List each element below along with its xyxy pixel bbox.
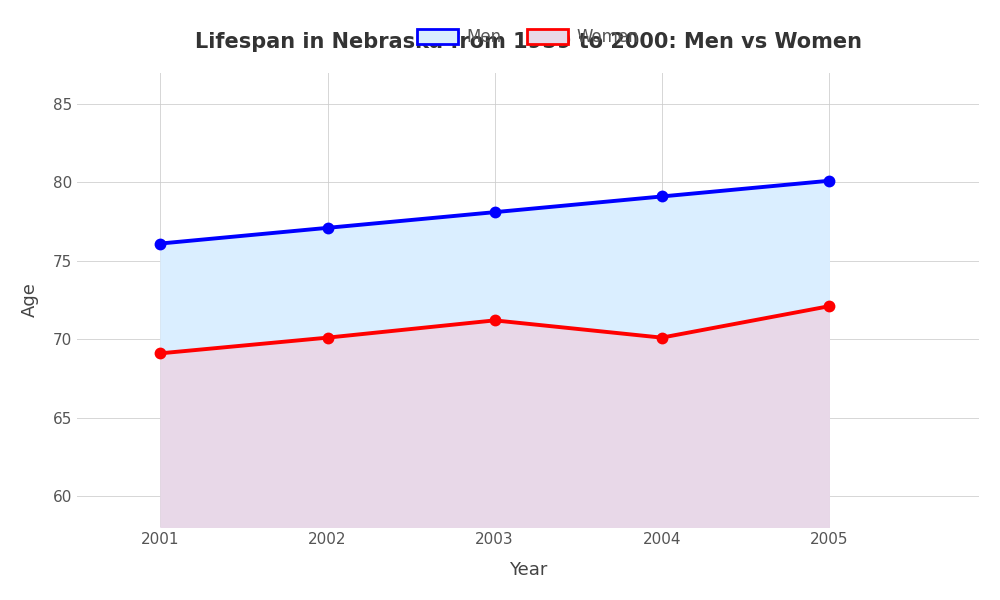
Legend: Men, Women: Men, Women [410,22,646,53]
Title: Lifespan in Nebraska from 1959 to 2000: Men vs Women: Lifespan in Nebraska from 1959 to 2000: … [195,32,862,52]
X-axis label: Year: Year [509,561,547,579]
Y-axis label: Age: Age [21,283,39,317]
